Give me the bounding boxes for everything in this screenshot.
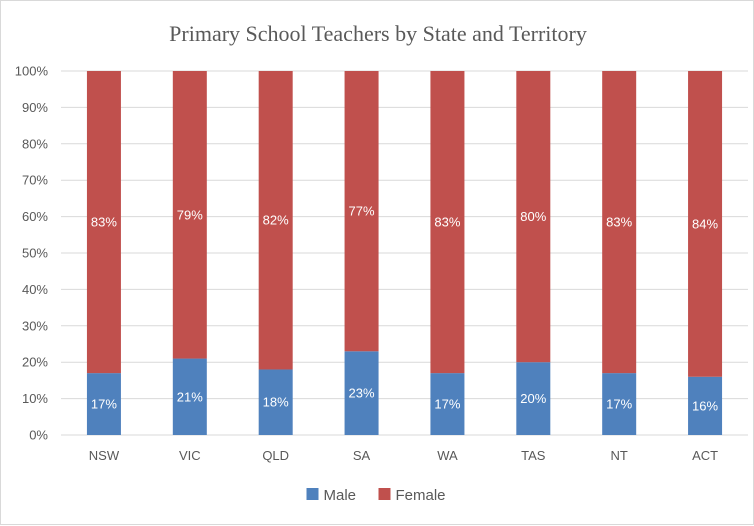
bar-female-vic [172, 71, 207, 359]
bar-female-tas [516, 71, 551, 363]
data-label-male: 17% [434, 397, 460, 412]
x-tick-label: WA [437, 448, 458, 463]
bar-female-qld [258, 71, 293, 370]
y-tick-label: 50% [22, 246, 48, 261]
bar-male-vic [172, 358, 207, 435]
data-label-female: 83% [91, 215, 117, 230]
data-label-male: 17% [91, 397, 117, 412]
bar-female-wa [430, 71, 465, 374]
y-tick-label: 30% [22, 318, 48, 333]
y-tick-label: 100% [15, 64, 49, 79]
y-tick-label: 40% [22, 282, 48, 297]
y-axis: 0% 10% 20% 30% 40% 50% 60% 70% 80% 90% 100% [15, 64, 49, 443]
bars: 17% 83% 21% 79% 18% 82% 23% 77% 17% 83% 20% 80% 17% 8… [86, 71, 723, 435]
y-tick-label: 70% [22, 173, 48, 188]
y-tick-label: 90% [22, 100, 48, 115]
data-label-female: 79% [177, 207, 203, 222]
bar-male-sa [344, 351, 379, 435]
data-label-male: 16% [692, 398, 718, 413]
bar-male-tas [516, 362, 551, 435]
y-tick-label: 10% [22, 391, 48, 406]
data-label-male: 20% [520, 391, 546, 406]
data-label-female: 82% [263, 213, 289, 228]
bar-male-nt [602, 373, 637, 435]
data-label-male: 23% [349, 386, 375, 401]
data-label-female: 83% [434, 215, 460, 230]
bar-male-wa [430, 373, 465, 435]
bar-female-sa [344, 71, 379, 352]
data-label-female: 77% [349, 204, 375, 219]
legend-swatch-female [378, 488, 391, 500]
bar-male-nsw [86, 373, 121, 435]
x-tick-label: VIC [179, 448, 201, 463]
legend: Male Female [306, 487, 446, 504]
y-tick-label: 0% [29, 428, 48, 443]
bar-male-act [688, 376, 723, 435]
bar-female-act [688, 71, 723, 377]
data-label-male: 21% [177, 389, 203, 404]
bar-female-nt [602, 71, 637, 374]
x-tick-label: TAS [521, 448, 546, 463]
data-label-female: 84% [692, 216, 718, 231]
x-tick-label: QLD [262, 448, 289, 463]
data-label-male: 17% [606, 397, 632, 412]
legend-label-female: Female [396, 487, 446, 504]
x-tick-label: NSW [89, 448, 120, 463]
x-tick-label: ACT [692, 448, 718, 463]
gridlines [61, 70, 748, 436]
bar-male-qld [258, 369, 293, 435]
x-axis: NSW VIC QLD SA WA TAS NT ACT [89, 448, 718, 463]
x-tick-label: SA [353, 448, 371, 463]
x-tick-label: NT [611, 448, 628, 463]
y-tick-label: 80% [22, 136, 48, 151]
data-label-female: 83% [606, 215, 632, 230]
legend-label-male: Male [324, 487, 357, 504]
data-label-female: 80% [520, 209, 546, 224]
legend-swatch-male [306, 488, 319, 500]
data-label-male: 18% [263, 395, 289, 410]
bar-female-nsw [86, 71, 121, 374]
y-tick-label: 20% [22, 355, 48, 370]
y-tick-label: 60% [22, 209, 48, 224]
chart-title: Primary School Teachers by State and Ter… [169, 21, 587, 46]
